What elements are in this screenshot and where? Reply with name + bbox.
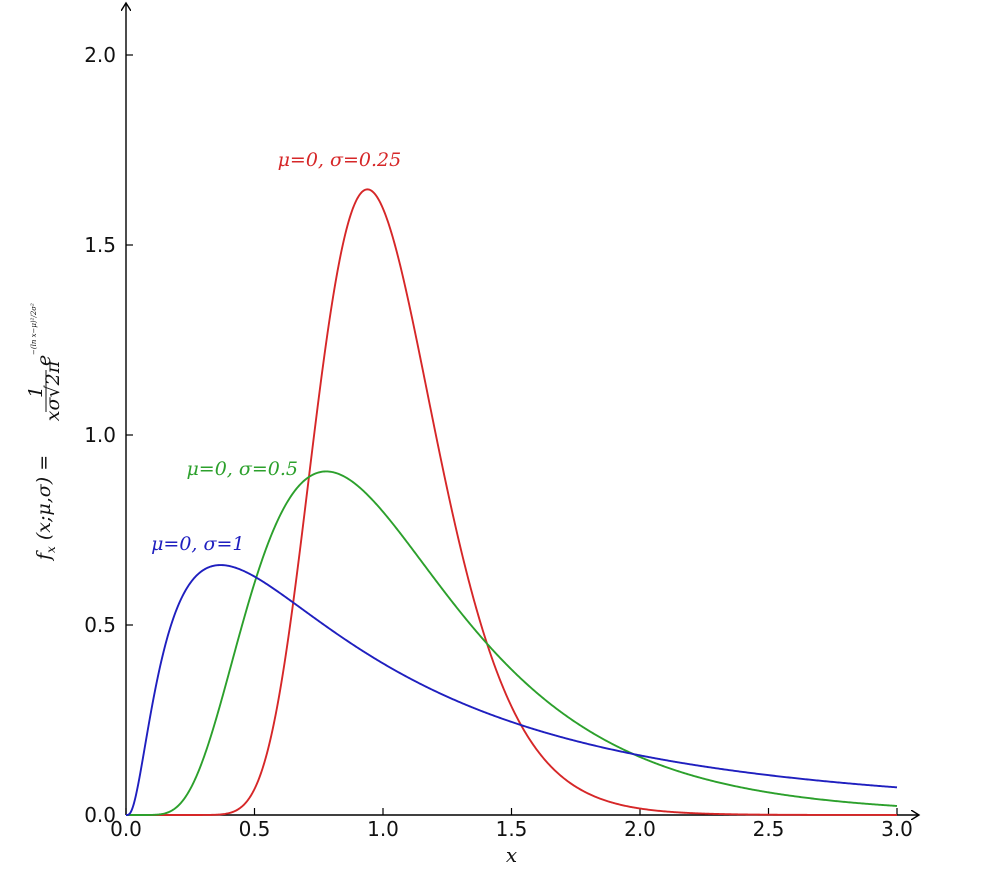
y-tick-label: 1.5: [84, 233, 116, 257]
y-label-exp-base: e: [33, 355, 55, 366]
axes: [126, 4, 918, 815]
y-label-frac-num: 1: [25, 386, 47, 398]
series-line: [126, 470, 898, 816]
y-tick-label: 0.5: [84, 613, 116, 637]
y-label-lhs: fx (x;μ,σ) =: [33, 455, 58, 562]
series-labels: μ=0, σ=0.25 μ=0, σ=0.5 μ=0, σ=1: [151, 149, 401, 555]
series-label: μ=0, σ=0.5: [186, 458, 298, 480]
series-line: [125, 564, 898, 816]
series-label: μ=0, σ=0.25: [278, 149, 402, 171]
x-tick-label: 1.5: [496, 817, 528, 841]
x-tick-label: 0.0: [110, 817, 142, 841]
x-axis-label: x: [506, 843, 517, 867]
x-axis-ticks: 0.0 0.5 1.0 1.5 2.0 2.5 3.0: [110, 808, 913, 841]
y-tick-label: 1.0: [84, 423, 116, 447]
x-tick-label: 1.0: [367, 817, 399, 841]
y-label-frac-den: xσ√2π: [42, 360, 64, 421]
x-tick-label: 2.5: [753, 817, 785, 841]
series-label: μ=0, σ=1: [151, 533, 244, 555]
y-tick-label: 2.0: [84, 43, 116, 67]
y-tick-label: 0.0: [84, 803, 116, 827]
series-line: [126, 188, 897, 816]
x-tick-label: 3.0: [881, 817, 913, 841]
y-axis-ticks: 0.0 0.5 1.0 1.5 2.0: [84, 43, 133, 827]
y-label-exponent: −(ln x−μ)²/2σ²: [30, 303, 38, 355]
x-tick-label: 2.0: [624, 817, 656, 841]
plot-curves: [125, 188, 898, 816]
x-tick-label: 0.5: [239, 817, 271, 841]
y-axis-label: fx (x;μ,σ) = 1 xσ√2π e −(ln x−μ)²/2σ²: [25, 303, 64, 562]
